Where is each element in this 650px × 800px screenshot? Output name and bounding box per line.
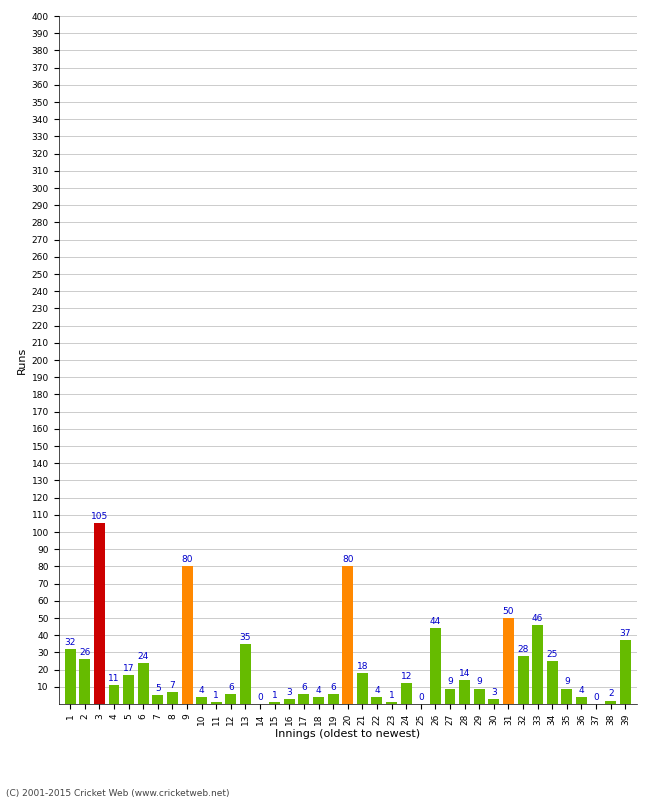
Text: 9: 9 bbox=[564, 678, 570, 686]
Bar bbox=[400, 683, 411, 704]
Bar bbox=[488, 699, 499, 704]
Bar bbox=[343, 566, 353, 704]
Text: 7: 7 bbox=[170, 681, 176, 690]
Text: 12: 12 bbox=[400, 672, 412, 682]
Bar bbox=[357, 673, 368, 704]
Text: 9: 9 bbox=[476, 678, 482, 686]
Text: 50: 50 bbox=[502, 607, 514, 616]
Text: 28: 28 bbox=[517, 645, 528, 654]
Text: 0: 0 bbox=[257, 693, 263, 702]
Bar bbox=[298, 694, 309, 704]
Text: 80: 80 bbox=[342, 555, 354, 564]
Bar bbox=[474, 689, 485, 704]
Bar bbox=[123, 674, 134, 704]
Text: 18: 18 bbox=[357, 662, 368, 671]
Bar bbox=[284, 699, 295, 704]
Bar bbox=[517, 656, 528, 704]
Bar bbox=[79, 659, 90, 704]
Bar bbox=[386, 702, 397, 704]
Text: 0: 0 bbox=[593, 693, 599, 702]
Text: 11: 11 bbox=[109, 674, 120, 683]
Text: 5: 5 bbox=[155, 684, 161, 694]
Bar bbox=[65, 649, 75, 704]
Text: 9: 9 bbox=[447, 678, 453, 686]
Text: 37: 37 bbox=[619, 630, 631, 638]
Text: 4: 4 bbox=[316, 686, 321, 695]
Bar bbox=[152, 695, 163, 704]
Text: 4: 4 bbox=[578, 686, 584, 695]
Bar bbox=[445, 689, 456, 704]
Bar bbox=[372, 697, 382, 704]
Text: 6: 6 bbox=[301, 682, 307, 692]
Text: 32: 32 bbox=[64, 638, 76, 647]
Bar bbox=[503, 618, 514, 704]
Text: 44: 44 bbox=[430, 618, 441, 626]
Bar bbox=[459, 680, 470, 704]
Bar bbox=[196, 697, 207, 704]
Text: 80: 80 bbox=[181, 555, 193, 564]
Text: 3: 3 bbox=[287, 688, 292, 697]
Text: 4: 4 bbox=[374, 686, 380, 695]
Bar bbox=[532, 625, 543, 704]
Bar bbox=[94, 523, 105, 704]
Bar bbox=[226, 694, 237, 704]
Bar bbox=[269, 702, 280, 704]
Text: 6: 6 bbox=[330, 682, 336, 692]
Text: 1: 1 bbox=[389, 691, 395, 700]
Bar bbox=[328, 694, 339, 704]
Text: 4: 4 bbox=[199, 686, 205, 695]
Bar bbox=[620, 640, 630, 704]
Text: (C) 2001-2015 Cricket Web (www.cricketweb.net): (C) 2001-2015 Cricket Web (www.cricketwe… bbox=[6, 789, 230, 798]
Bar bbox=[109, 685, 120, 704]
Bar bbox=[211, 702, 222, 704]
Bar bbox=[430, 628, 441, 704]
Text: 1: 1 bbox=[213, 691, 219, 700]
Text: 24: 24 bbox=[138, 652, 149, 661]
Bar bbox=[547, 661, 558, 704]
X-axis label: Innings (oldest to newest): Innings (oldest to newest) bbox=[275, 730, 421, 739]
Text: 1: 1 bbox=[272, 691, 278, 700]
Bar bbox=[562, 689, 573, 704]
Text: 25: 25 bbox=[547, 650, 558, 659]
Text: 17: 17 bbox=[123, 664, 135, 673]
Bar bbox=[313, 697, 324, 704]
Text: 46: 46 bbox=[532, 614, 543, 623]
Bar bbox=[240, 644, 251, 704]
Bar bbox=[138, 662, 149, 704]
Bar bbox=[167, 692, 178, 704]
Text: 6: 6 bbox=[228, 682, 234, 692]
Bar bbox=[576, 697, 587, 704]
Y-axis label: Runs: Runs bbox=[18, 346, 27, 374]
Text: 105: 105 bbox=[91, 512, 108, 522]
Text: 2: 2 bbox=[608, 690, 614, 698]
Bar bbox=[181, 566, 192, 704]
Bar bbox=[605, 701, 616, 704]
Text: 3: 3 bbox=[491, 688, 497, 697]
Text: 14: 14 bbox=[459, 669, 471, 678]
Text: 26: 26 bbox=[79, 648, 90, 658]
Text: 0: 0 bbox=[418, 693, 424, 702]
Text: 35: 35 bbox=[240, 633, 252, 642]
